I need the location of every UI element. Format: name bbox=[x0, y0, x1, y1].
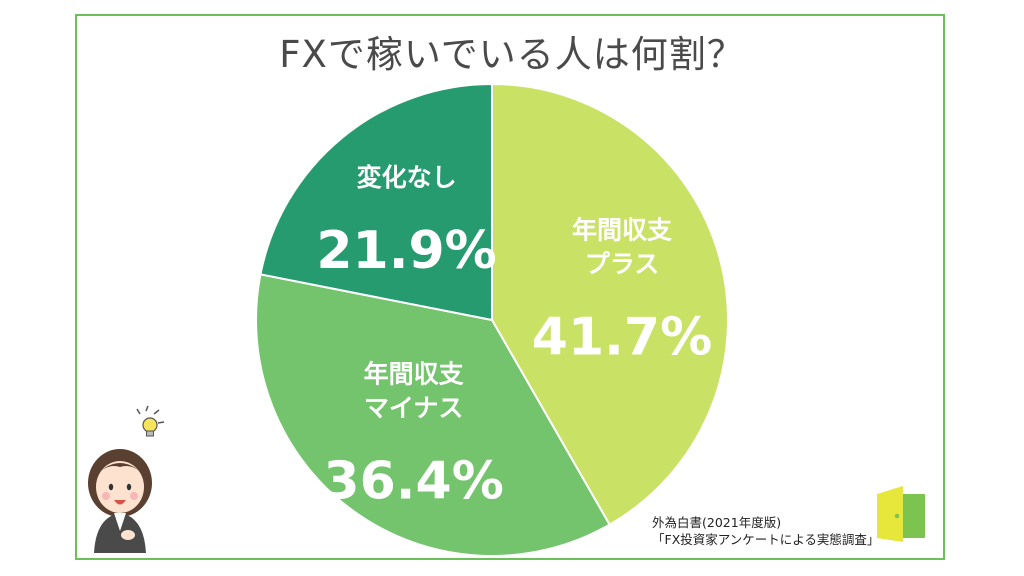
slice-label-2-0: 変化なし bbox=[357, 163, 457, 192]
person-illustration bbox=[88, 405, 165, 553]
slice-value-2: 21.9% bbox=[316, 221, 496, 281]
slice-label-1-1: マイナス bbox=[364, 393, 464, 422]
pie-slice-2 bbox=[259, 82, 493, 322]
pie-slice-0 bbox=[491, 82, 729, 526]
slice-value-0: 41.7% bbox=[532, 307, 712, 367]
slice-label-0-0: 年間収支 bbox=[572, 215, 672, 244]
source-line-1: 外為白書(2021年度版) bbox=[652, 515, 782, 530]
door-logo-icon bbox=[877, 486, 925, 542]
slice-value-1: 36.4% bbox=[323, 451, 503, 511]
slice-label-0-1: プラス bbox=[585, 249, 660, 278]
source-note: 外為白書(2021年度版) 「FX投資家アンケートによる実態調査」 bbox=[652, 514, 879, 548]
source-line-2: 「FX投資家アンケートによる実態調査」 bbox=[652, 532, 880, 547]
pie-slice-1 bbox=[255, 273, 611, 557]
slice-label-1-0: 年間収支 bbox=[364, 359, 464, 388]
chart-title: FXで稼いでいる人は何割？ bbox=[279, 33, 745, 76]
lightbulb-icon bbox=[136, 405, 165, 437]
